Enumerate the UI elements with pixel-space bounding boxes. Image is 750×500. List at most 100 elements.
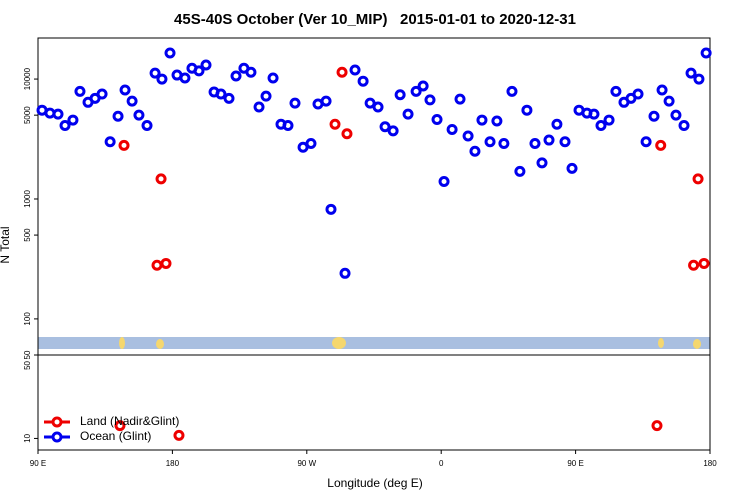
data-point	[372, 101, 384, 113]
y-tick-label: 50	[23, 350, 32, 359]
data-point	[595, 119, 607, 131]
y-tick-label: 10000	[23, 67, 32, 90]
data-point	[417, 80, 429, 92]
data-point	[454, 93, 466, 105]
plot-frame	[37, 37, 711, 356]
data-point	[469, 145, 481, 157]
data-point	[336, 66, 348, 78]
data-point	[149, 67, 161, 79]
data-point	[118, 139, 130, 151]
data-point	[678, 119, 690, 131]
data-point	[173, 429, 185, 441]
y-tick-label: 10	[23, 433, 32, 442]
data-point	[357, 75, 369, 87]
data-point	[305, 138, 317, 150]
y-tick-label: 5000	[23, 106, 32, 124]
data-point	[498, 138, 510, 150]
data-point	[67, 114, 79, 126]
data-point	[651, 420, 663, 432]
data-point	[700, 47, 712, 59]
data-point	[74, 85, 86, 97]
legend-label: Land (Nadir&Glint)	[80, 414, 179, 428]
data-point	[126, 95, 138, 107]
data-point	[379, 121, 391, 133]
data-point	[640, 136, 652, 148]
data-point	[688, 259, 700, 271]
data-point	[59, 119, 71, 131]
data-point	[267, 72, 279, 84]
data-point	[179, 72, 191, 84]
data-point	[141, 119, 153, 131]
x-tick-label: 90 E	[567, 459, 583, 468]
data-point	[648, 110, 660, 122]
data-point	[431, 114, 443, 126]
data-point	[484, 136, 496, 148]
data-point	[685, 67, 697, 79]
x-tick-label: 180	[703, 459, 717, 468]
data-point	[603, 114, 615, 126]
land-strip	[38, 337, 710, 349]
legend-marker	[51, 431, 63, 443]
data-point	[96, 88, 108, 100]
legend-marker	[51, 416, 63, 428]
data-point	[566, 162, 578, 174]
data-point	[521, 104, 533, 116]
data-point	[320, 95, 332, 107]
data-point	[341, 128, 353, 140]
data-point	[663, 95, 675, 107]
x-tick-label: 180	[166, 459, 180, 468]
data-point	[656, 84, 668, 96]
y-tick-label: 500	[23, 228, 32, 242]
data-point	[329, 118, 341, 130]
data-point	[114, 420, 126, 432]
y-axis-label: N Total	[0, 226, 12, 263]
data-point	[52, 108, 64, 120]
y-tick-label: 50	[23, 360, 32, 369]
data-point	[655, 139, 667, 151]
data-point	[151, 259, 163, 271]
data-point	[339, 267, 351, 279]
data-point	[476, 114, 488, 126]
data-point	[387, 125, 399, 137]
data-point	[104, 136, 116, 148]
data-point	[670, 109, 682, 121]
x-tick-label: 90 W	[297, 459, 316, 468]
data-point	[245, 66, 257, 78]
data-point	[536, 157, 548, 169]
data-point	[529, 138, 541, 150]
data-point	[155, 173, 167, 185]
data-point	[551, 118, 563, 130]
data-point	[514, 165, 526, 177]
data-point	[112, 110, 124, 122]
data-point	[438, 175, 450, 187]
x-tick-label: 0	[439, 459, 444, 468]
data-point	[223, 92, 235, 104]
data-point	[424, 94, 436, 106]
legend-label: Ocean (Glint)	[80, 429, 151, 443]
data-point	[610, 85, 622, 97]
chart-title: 45S-40S October (Ver 10_MIP) 2015-01-01 …	[174, 11, 576, 28]
data-point	[698, 257, 710, 269]
data-point	[462, 130, 474, 142]
data-point	[446, 123, 458, 135]
x-tick-label: 90 E	[30, 459, 46, 468]
data-point	[193, 65, 205, 77]
data-point	[693, 73, 705, 85]
data-point	[410, 85, 422, 97]
data-point	[215, 88, 227, 100]
data-point	[200, 59, 212, 71]
y-tick-label: 100	[23, 312, 32, 326]
data-point	[632, 88, 644, 100]
data-point	[260, 90, 272, 102]
y-tick-label: 1000	[23, 190, 32, 208]
data-point	[559, 136, 571, 148]
x-axis-label: Longitude (deg E)	[327, 476, 422, 490]
data-point	[164, 47, 176, 59]
data-point	[692, 173, 704, 185]
data-point	[156, 73, 168, 85]
data-point	[491, 115, 503, 127]
data-point	[230, 70, 242, 82]
data-point	[402, 108, 414, 120]
data-point	[588, 108, 600, 120]
